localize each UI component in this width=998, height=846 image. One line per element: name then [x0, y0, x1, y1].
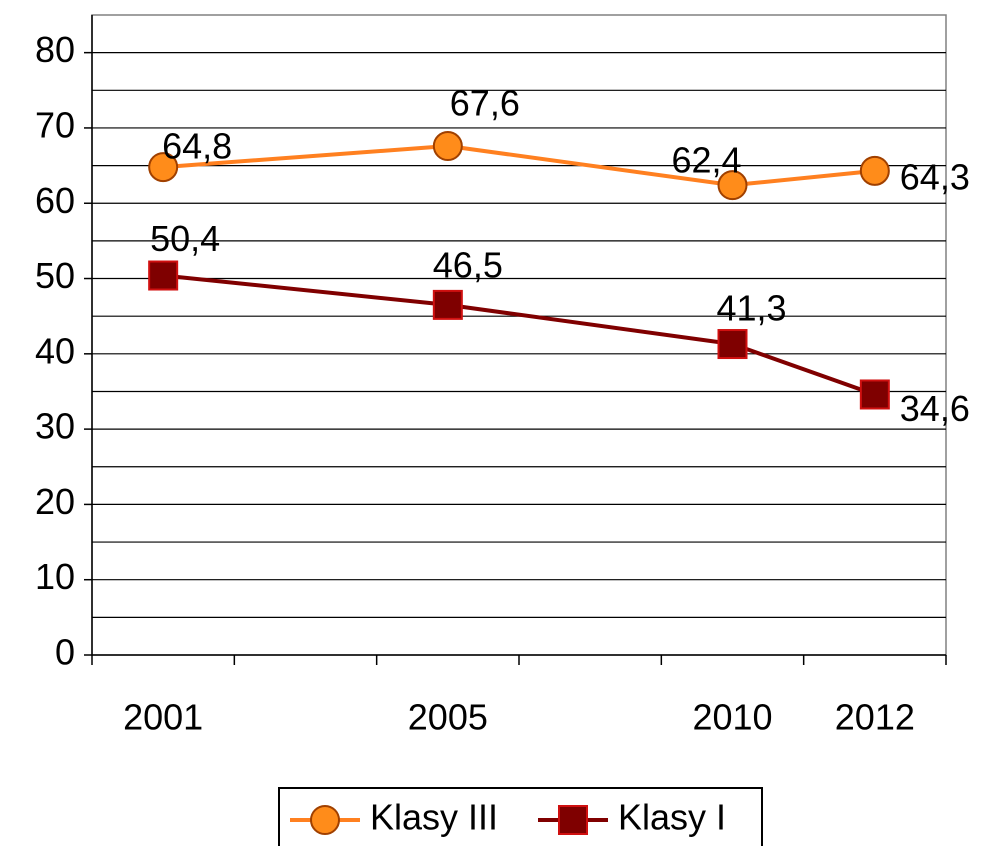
marker: [148, 152, 179, 183]
series-line: [447, 144, 733, 188]
data-label: 64,3: [900, 156, 970, 197]
data-label: 67,6: [450, 83, 520, 124]
series-line: [162, 273, 449, 307]
data-label: 34,6: [900, 388, 970, 429]
y-tick-label: 80: [35, 29, 75, 70]
y-tick-label: 40: [35, 330, 75, 371]
legend-label: Klasy III: [370, 797, 498, 838]
legend-box: [278, 787, 763, 846]
y-tick-label: 60: [35, 180, 75, 221]
marker: [432, 289, 463, 320]
x-tick-label: 2010: [692, 697, 772, 738]
data-label: 41,3: [716, 288, 786, 329]
data-label: 62,4: [671, 140, 741, 181]
marker: [717, 329, 748, 360]
y-tick-label: 0: [55, 632, 75, 673]
y-tick-label: 70: [35, 104, 75, 145]
marker: [717, 170, 748, 201]
y-tick-label: 50: [35, 255, 75, 296]
data-label: 46,5: [433, 244, 503, 285]
series-line: [732, 168, 876, 188]
legend-marker: [310, 805, 340, 835]
series-line: [731, 342, 876, 397]
x-tick-label: 2012: [835, 697, 915, 738]
y-tick-label: 20: [35, 481, 75, 522]
y-tick-label: 10: [35, 556, 75, 597]
legend-label: Klasy I: [618, 797, 726, 838]
x-tick-label: 2001: [123, 697, 203, 738]
series-line: [447, 302, 733, 347]
marker: [432, 131, 463, 162]
marker: [859, 155, 890, 186]
x-tick-label: 2005: [408, 697, 488, 738]
data-label: 64,8: [162, 126, 232, 167]
marker: [148, 260, 179, 291]
data-label: 50,4: [150, 218, 220, 259]
y-tick-label: 30: [35, 406, 75, 447]
marker: [859, 379, 890, 410]
legend-marker: [558, 805, 588, 835]
series-line: [163, 144, 448, 170]
